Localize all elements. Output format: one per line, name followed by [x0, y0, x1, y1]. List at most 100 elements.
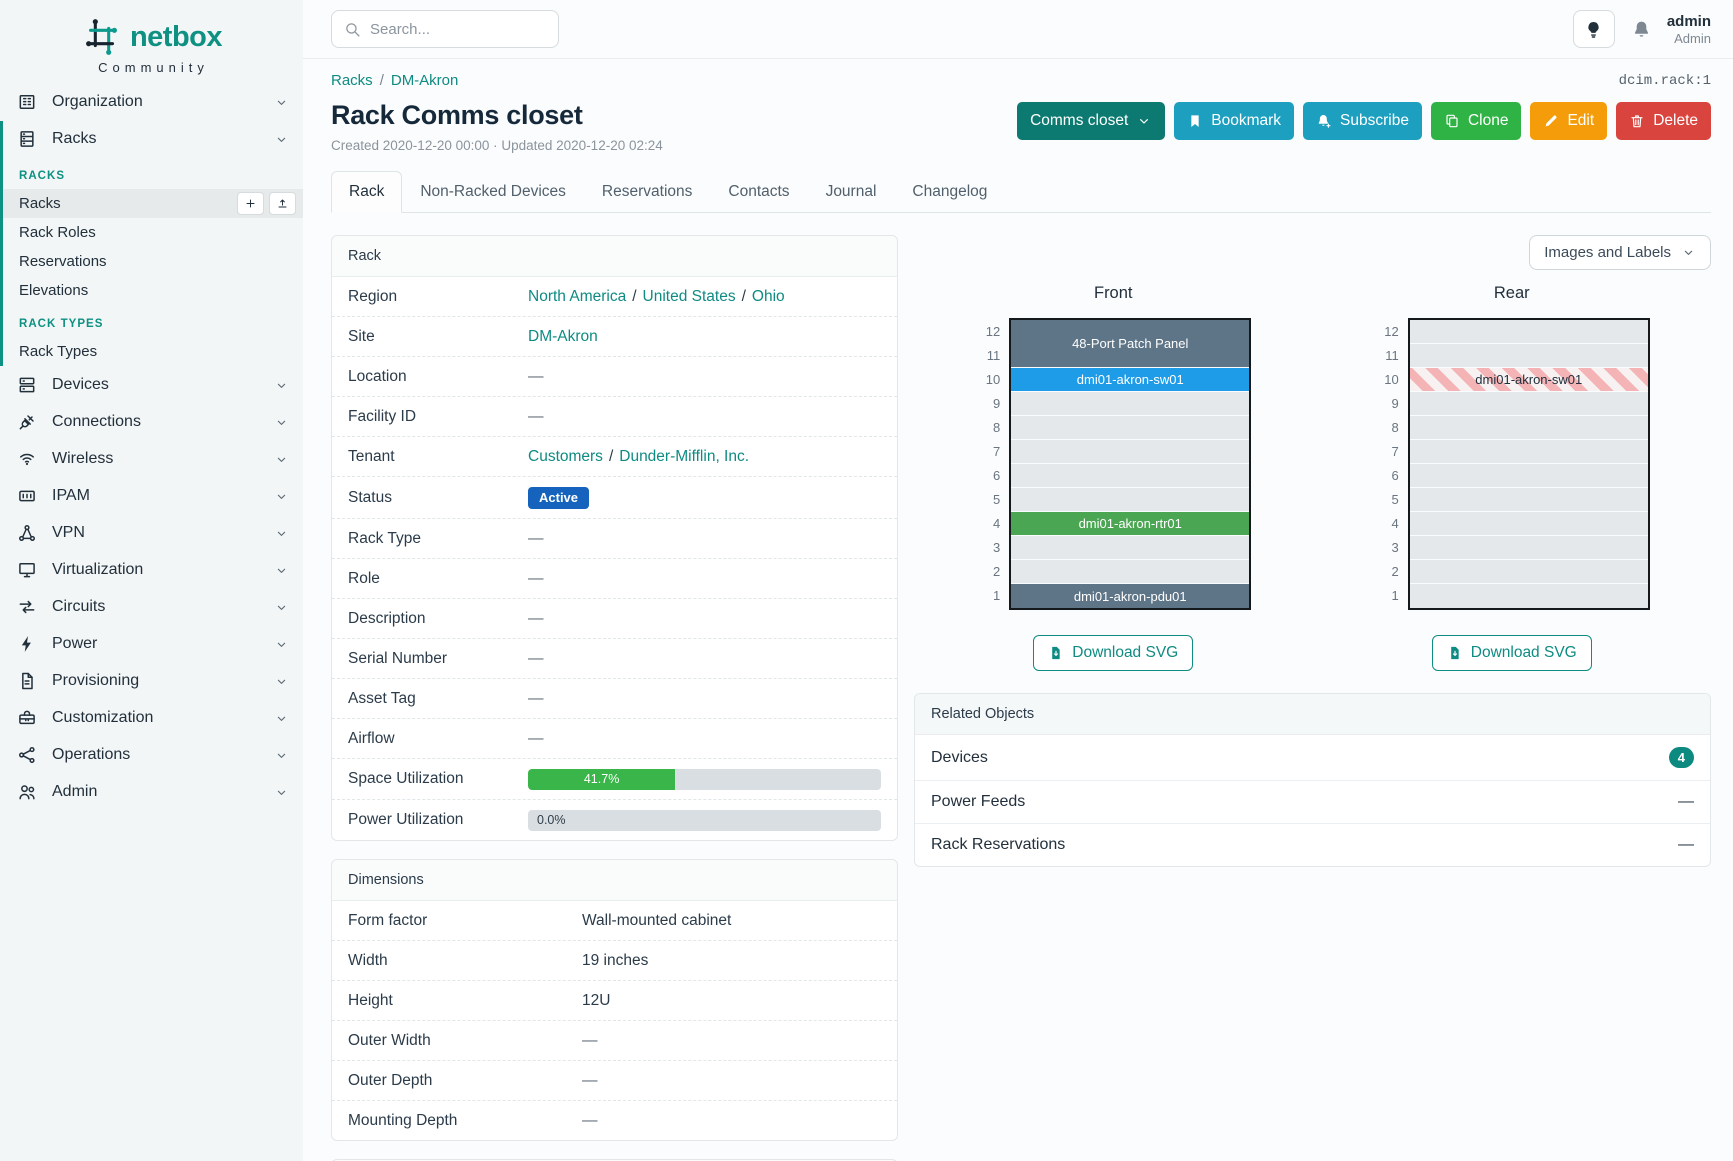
search-input[interactable] [370, 20, 546, 38]
rack-unit-empty[interactable] [1409, 392, 1648, 416]
tab-non-racked-devices[interactable]: Non-Racked Devices [402, 171, 584, 213]
rack-unit-empty[interactable] [1409, 416, 1648, 440]
netbox-logo[interactable]: netbox Community [0, 0, 303, 83]
link-dm-akron[interactable]: DM-Akron [528, 327, 598, 345]
share-icon [17, 745, 37, 765]
elevation-view-select[interactable]: Images and Labels [1529, 235, 1711, 270]
rack-unit-empty[interactable] [1409, 488, 1648, 512]
link-north-america[interactable]: North America [528, 287, 627, 305]
tab-contacts[interactable]: Contacts [710, 171, 807, 213]
dark-mode-toggle-button[interactable] [1572, 10, 1615, 48]
rack-unit-dmi01-akron-rtr01[interactable]: dmi01-akron-rtr01 [1011, 512, 1250, 536]
rack-unit-empty[interactable] [1409, 464, 1648, 488]
tab-reservations[interactable]: Reservations [584, 171, 710, 213]
sidebar-group-label: Organization [52, 93, 143, 110]
bookmark-button[interactable]: Bookmark [1174, 102, 1295, 140]
rack-unit-empty[interactable] [1409, 440, 1648, 464]
attr-value-status: Active [528, 486, 881, 509]
edit-button[interactable]: Edit [1530, 102, 1608, 140]
sidebar-item-reservations[interactable]: Reservations [3, 247, 303, 276]
attr-row-outer-width: Outer Width — [332, 1021, 897, 1061]
attr-value-rack-type: — [528, 529, 881, 549]
sidebar-group-circuits-toggle[interactable]: Circuits [3, 589, 303, 625]
rack-unit-empty[interactable] [1409, 344, 1648, 368]
rack-unit-empty[interactable] [1011, 560, 1250, 584]
breadcrumb-link-racks[interactable]: Racks [331, 72, 373, 89]
rack-unit-empty[interactable] [1011, 416, 1250, 440]
unit-number-4: 4 [993, 516, 1001, 531]
racks-import-button[interactable] [269, 192, 296, 215]
rack-panel: Rack Region North America / United States / O… [331, 235, 898, 841]
rack-unit-dmi01-akron-sw01[interactable]: dmi01-akron-sw01 [1011, 368, 1250, 392]
user-menu[interactable]: admin Admin [1667, 13, 1711, 46]
sidebar-item-rack-roles[interactable]: Rack Roles [3, 218, 303, 247]
sidebar-item-elevations[interactable]: Elevations [3, 276, 303, 305]
rack-unit-empty[interactable] [1011, 488, 1250, 512]
related-row-power-feeds[interactable]: Power Feeds — [915, 781, 1710, 824]
chevron-down-icon [274, 600, 289, 615]
sidebar-item-label: Rack Types [19, 343, 98, 360]
sidebar-group-racks-toggle[interactable]: Racks [3, 121, 303, 157]
rack-panel-header: Rack [332, 236, 897, 277]
sidebar-item-racks[interactable]: Racks [3, 189, 303, 218]
sidebar-group-connections-toggle[interactable]: Connections [3, 404, 303, 440]
bookmark-icon [1187, 113, 1203, 129]
rear-download-svg-button[interactable]: Download SVG [1431, 635, 1592, 671]
breadcrumb-link-dm-akron[interactable]: DM-Akron [390, 72, 459, 89]
page-title-block: Rack Comms closet Created 2020-12-20 00:… [331, 100, 663, 153]
unit-number-10: 10 [1384, 372, 1399, 387]
rack-unit-empty[interactable] [1011, 536, 1250, 560]
plug-icon [17, 412, 37, 432]
racks-add-button[interactable] [237, 192, 264, 215]
notifications-bell-icon[interactable] [1631, 19, 1652, 40]
sidebar-group-operations-toggle[interactable]: Operations [3, 737, 303, 773]
rack-unit-dmi01-akron-sw01[interactable]: dmi01-akron-sw01 [1409, 368, 1648, 392]
search-box[interactable] [331, 10, 559, 48]
related-objects-rows: Devices 4 Power Feeds — Rack Reservations — [915, 735, 1710, 866]
tab-journal[interactable]: Journal [808, 171, 895, 213]
delete-button[interactable]: Delete [1616, 102, 1711, 140]
sidebar-group-vpn-toggle[interactable]: VPN [3, 515, 303, 551]
attr-row-facility-id: Facility ID — [332, 397, 897, 437]
tab-rack[interactable]: Rack [331, 171, 403, 213]
content: Racks / DM-Akron dcim.rack:1 Rack Comms cl… [303, 59, 1733, 1161]
rack-unit-empty[interactable] [1011, 392, 1250, 416]
chevron-down-icon [274, 95, 289, 110]
sidebar-group-organization-toggle[interactable]: Organization [3, 84, 303, 120]
sidebar-group-virtualization-toggle[interactable]: Virtualization [3, 552, 303, 588]
sidebar-item-rack-types[interactable]: Rack Types [3, 337, 303, 366]
sidebar-group-customization-toggle[interactable]: Customization [3, 700, 303, 736]
sidebar-group-devices-toggle[interactable]: Devices [3, 367, 303, 403]
rack-icon [17, 129, 37, 149]
rack-unit-48-port-patch-panel[interactable]: 48-Port Patch Panel [1011, 320, 1250, 368]
rack-unit-empty[interactable] [1011, 464, 1250, 488]
link-customers[interactable]: Customers [528, 447, 603, 465]
sidebar-group-provisioning-toggle[interactable]: Provisioning [3, 663, 303, 699]
rack-unit-empty[interactable] [1011, 440, 1250, 464]
rack-unit-empty[interactable] [1409, 584, 1648, 608]
rack-selector-button[interactable]: Comms closet [1017, 102, 1166, 140]
rack-unit-empty[interactable] [1409, 536, 1648, 560]
sidebar-group-power-toggle[interactable]: Power [3, 626, 303, 662]
sidebar-group-wireless-toggle[interactable]: Wireless [3, 441, 303, 477]
sidebar-item-label: Rack Roles [19, 224, 96, 241]
rack-unit-dmi01-akron-pdu01[interactable]: dmi01-akron-pdu01 [1011, 584, 1250, 608]
tab-changelog[interactable]: Changelog [894, 171, 1005, 213]
link-ohio[interactable]: Ohio [751, 287, 785, 305]
rack-unit-empty[interactable] [1409, 560, 1648, 584]
clone-button[interactable]: Clone [1430, 102, 1522, 140]
sidebar-group-label: Operations [52, 746, 131, 763]
rack-unit-empty[interactable] [1409, 320, 1648, 344]
front-download-svg-button[interactable]: Download SVG [1033, 635, 1194, 671]
related-row-devices[interactable]: Devices 4 [915, 735, 1710, 781]
link-dunder-mifflin-inc[interactable]: Dunder-Mifflin, Inc. [619, 447, 750, 465]
sidebar-group-admin-toggle[interactable]: Admin [3, 774, 303, 810]
unit-number-9: 9 [993, 396, 1001, 411]
related-row-rack-reservations[interactable]: Rack Reservations — [915, 824, 1710, 866]
subscribe-button[interactable]: Subscribe [1303, 102, 1422, 140]
link-united-states[interactable]: United States [642, 287, 736, 305]
rack-unit-empty[interactable] [1409, 512, 1648, 536]
dimensions-panel-header: Dimensions [332, 860, 897, 901]
sidebar-heading-rack-types: RACK TYPES [19, 318, 104, 330]
sidebar-group-ipam-toggle[interactable]: IPAM [3, 478, 303, 514]
